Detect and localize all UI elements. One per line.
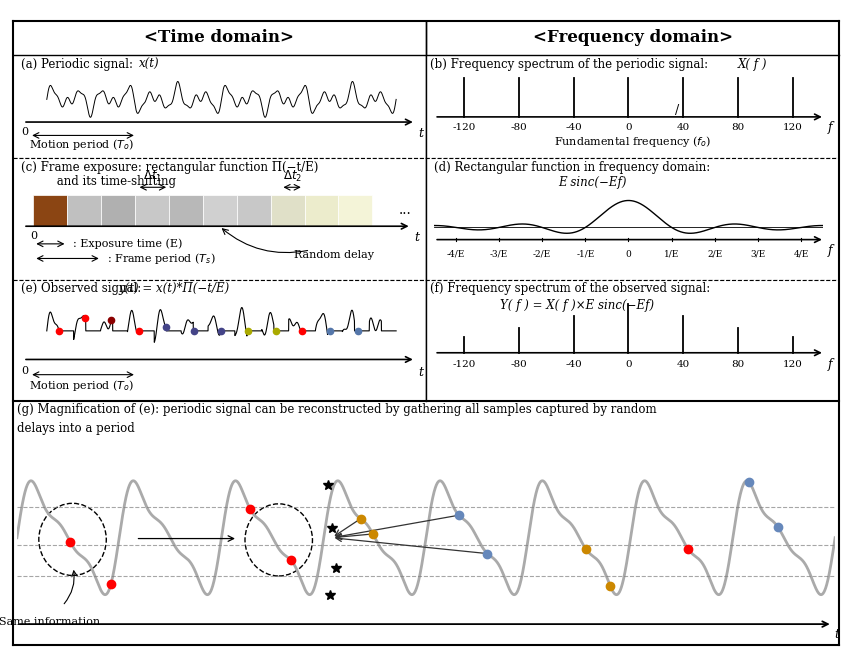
Text: y(t) = x(t)*Π(−t/E): y(t) = x(t)*Π(−t/E) bbox=[118, 282, 229, 295]
Text: (g) Magnification of (e): periodic signal can be reconstructed by gathering all : (g) Magnification of (e): periodic signa… bbox=[17, 402, 657, 415]
Text: 40: 40 bbox=[676, 123, 690, 132]
Bar bbox=[338, 194, 372, 226]
Text: t: t bbox=[418, 127, 423, 140]
Text: X( f ): X( f ) bbox=[738, 58, 768, 72]
Text: $\Delta t_2$: $\Delta t_2$ bbox=[283, 169, 302, 184]
Text: t: t bbox=[414, 231, 419, 244]
Text: x(t): x(t) bbox=[139, 58, 159, 72]
Text: 2/E: 2/E bbox=[707, 250, 722, 259]
Text: (c) Frame exposure: rectangular function Π(−t/E): (c) Frame exposure: rectangular function… bbox=[21, 161, 319, 174]
Bar bbox=[203, 194, 237, 226]
Text: -2/E: -2/E bbox=[533, 250, 551, 259]
Text: : Frame period ($T_s$): : Frame period ($T_s$) bbox=[107, 251, 216, 266]
Text: 80: 80 bbox=[732, 360, 745, 369]
Text: -4/E: -4/E bbox=[446, 250, 465, 259]
Text: Y( f ) = X( f )×E sinc(−Ef): Y( f ) = X( f )×E sinc(−Ef) bbox=[500, 299, 654, 312]
Text: 40: 40 bbox=[676, 360, 690, 369]
Text: (f) Frequency spectrum of the observed signal:: (f) Frequency spectrum of the observed s… bbox=[430, 282, 711, 295]
Text: -80: -80 bbox=[510, 123, 527, 132]
Bar bbox=[237, 194, 271, 226]
Text: -40: -40 bbox=[565, 360, 582, 369]
Bar bbox=[169, 194, 203, 226]
Text: t: t bbox=[418, 366, 423, 379]
Text: 0: 0 bbox=[625, 250, 631, 259]
Text: (a) Periodic signal:: (a) Periodic signal: bbox=[21, 58, 141, 72]
Text: f: f bbox=[827, 358, 832, 370]
Text: -40: -40 bbox=[565, 123, 582, 132]
Bar bbox=[67, 194, 101, 226]
Text: 3/E: 3/E bbox=[751, 250, 766, 259]
Text: 0: 0 bbox=[21, 127, 29, 137]
Text: (e) Observed signal:: (e) Observed signal: bbox=[21, 282, 149, 295]
Bar bbox=[271, 194, 304, 226]
Text: 0: 0 bbox=[21, 366, 29, 376]
Text: f: f bbox=[827, 244, 832, 257]
Text: 4/E: 4/E bbox=[793, 250, 809, 259]
Text: 120: 120 bbox=[783, 123, 803, 132]
Text: /: / bbox=[675, 105, 679, 118]
Text: delays into a period: delays into a period bbox=[17, 422, 135, 435]
Text: 0: 0 bbox=[30, 231, 37, 241]
Text: Motion period ($T_o$): Motion period ($T_o$) bbox=[29, 378, 135, 393]
Text: <Frequency domain>: <Frequency domain> bbox=[532, 29, 733, 46]
Text: : Exposure time (E): : Exposure time (E) bbox=[72, 239, 182, 249]
Text: <Time domain>: <Time domain> bbox=[144, 29, 295, 46]
Text: f: f bbox=[827, 121, 832, 134]
Text: 80: 80 bbox=[732, 123, 745, 132]
Text: -120: -120 bbox=[452, 123, 475, 132]
Text: 120: 120 bbox=[783, 360, 803, 369]
Text: 0: 0 bbox=[625, 123, 632, 132]
Bar bbox=[135, 194, 169, 226]
Text: 0: 0 bbox=[625, 360, 632, 369]
Bar bbox=[33, 194, 67, 226]
Bar bbox=[304, 194, 338, 226]
Text: ...: ... bbox=[399, 203, 412, 217]
Text: and its time-shifting: and its time-shifting bbox=[37, 175, 176, 188]
Text: -120: -120 bbox=[452, 360, 475, 369]
Text: -80: -80 bbox=[510, 360, 527, 369]
Text: -3/E: -3/E bbox=[490, 250, 508, 259]
Text: Random delay: Random delay bbox=[294, 250, 374, 261]
Text: Same information: Same information bbox=[0, 617, 101, 627]
Text: Motion period ($T_o$): Motion period ($T_o$) bbox=[29, 137, 135, 152]
Text: E sinc(−Ef): E sinc(−Ef) bbox=[558, 176, 627, 189]
Bar bbox=[101, 194, 135, 226]
Text: $\Delta t_1$: $\Delta t_1$ bbox=[143, 169, 163, 184]
Text: (d) Rectangular function in frequency domain:: (d) Rectangular function in frequency do… bbox=[435, 161, 711, 174]
Text: -1/E: -1/E bbox=[576, 250, 595, 259]
Text: (b) Frequency spectrum of the periodic signal:: (b) Frequency spectrum of the periodic s… bbox=[430, 58, 716, 72]
Text: 1/E: 1/E bbox=[664, 250, 679, 259]
Text: t: t bbox=[834, 628, 839, 641]
Text: Fundamental frequency ($f_o$): Fundamental frequency ($f_o$) bbox=[554, 134, 711, 149]
